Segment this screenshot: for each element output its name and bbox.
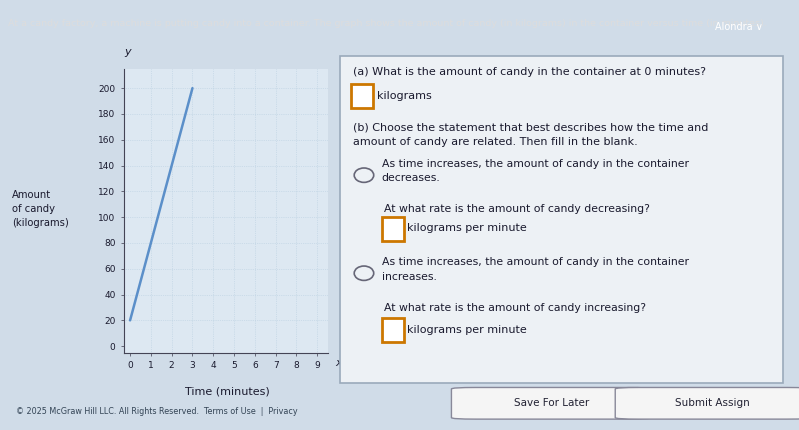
- Text: kilograms per minute: kilograms per minute: [407, 325, 527, 335]
- Text: y: y: [124, 47, 130, 58]
- Text: Espanol: Espanol: [729, 67, 765, 76]
- FancyBboxPatch shape: [382, 318, 403, 342]
- FancyBboxPatch shape: [615, 387, 799, 419]
- Text: As time increases, the amount of candy in the container
increases.: As time increases, the amount of candy i…: [382, 257, 689, 282]
- FancyBboxPatch shape: [451, 387, 651, 419]
- FancyBboxPatch shape: [351, 84, 373, 108]
- Text: x: x: [336, 358, 342, 368]
- Text: Save For Later: Save For Later: [514, 398, 589, 408]
- Text: (a) What is the amount of candy in the container at 0 minutes?: (a) What is the amount of candy in the c…: [353, 68, 706, 77]
- Text: kilograms per minute: kilograms per minute: [407, 224, 527, 233]
- Text: At a candy factory, a machine is putting candy into a container. The graph shows: At a candy factory, a machine is putting…: [8, 19, 767, 28]
- Text: At what rate is the amount of candy decreasing?: At what rate is the amount of candy decr…: [384, 204, 650, 214]
- Text: Time (minutes): Time (minutes): [185, 387, 270, 397]
- Text: Amount
of candy
(kilograms): Amount of candy (kilograms): [12, 190, 69, 227]
- Text: (b) Choose the statement that best describes how the time and
amount of candy ar: (b) Choose the statement that best descr…: [353, 123, 708, 147]
- Text: At what rate is the amount of candy increasing?: At what rate is the amount of candy incr…: [384, 303, 646, 313]
- FancyBboxPatch shape: [382, 217, 403, 240]
- Text: Submit Assign: Submit Assign: [675, 398, 750, 408]
- Text: As time increases, the amount of candy in the container
decreases.: As time increases, the amount of candy i…: [382, 159, 689, 184]
- Text: kilograms: kilograms: [377, 91, 432, 101]
- Text: Alondra ∨: Alondra ∨: [715, 22, 763, 32]
- Text: © 2025 McGraw Hill LLC. All Rights Reserved.  Terms of Use  |  Privacy: © 2025 McGraw Hill LLC. All Rights Reser…: [16, 407, 297, 416]
